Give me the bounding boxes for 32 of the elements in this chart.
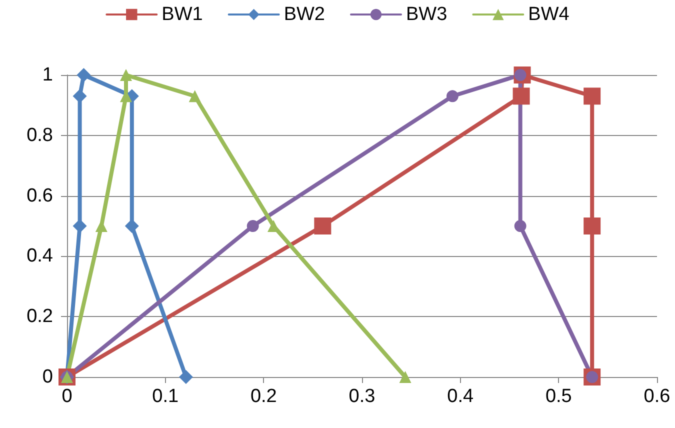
x-tick-label: 0.6	[644, 386, 670, 407]
y-tick-label: 0.2	[26, 306, 53, 328]
point	[76, 68, 91, 82]
point	[120, 69, 132, 81]
point	[314, 218, 332, 234]
point	[178, 370, 193, 384]
point	[399, 371, 412, 383]
x-tick-label: 0	[62, 386, 72, 407]
legend-label: BW1	[162, 4, 203, 25]
y-tick-label: 1	[42, 64, 53, 86]
point	[446, 90, 458, 102]
point	[512, 88, 530, 105]
legend-label: BW2	[284, 4, 326, 25]
x-tick-label: 0.5	[545, 386, 572, 407]
x-tick-label: 0.3	[348, 386, 376, 407]
point	[124, 219, 139, 233]
point	[514, 220, 526, 232]
point	[584, 88, 601, 105]
point	[72, 219, 87, 233]
x-tick-label: 0.4	[447, 386, 474, 407]
point	[584, 218, 601, 234]
point	[246, 220, 259, 232]
point	[72, 89, 87, 104]
y-tick-label: 0	[42, 366, 53, 388]
y-tick-label: 0.8	[26, 124, 53, 146]
legend-label: BW4	[528, 4, 570, 25]
y-tick-label: 0.6	[26, 185, 53, 206]
legend-label: BW3	[406, 4, 448, 25]
x-tick-label: 0.2	[250, 386, 277, 407]
point	[188, 90, 201, 102]
y-tick-label: 0.4	[26, 246, 54, 267]
x-tick-label: 0.1	[152, 386, 179, 407]
